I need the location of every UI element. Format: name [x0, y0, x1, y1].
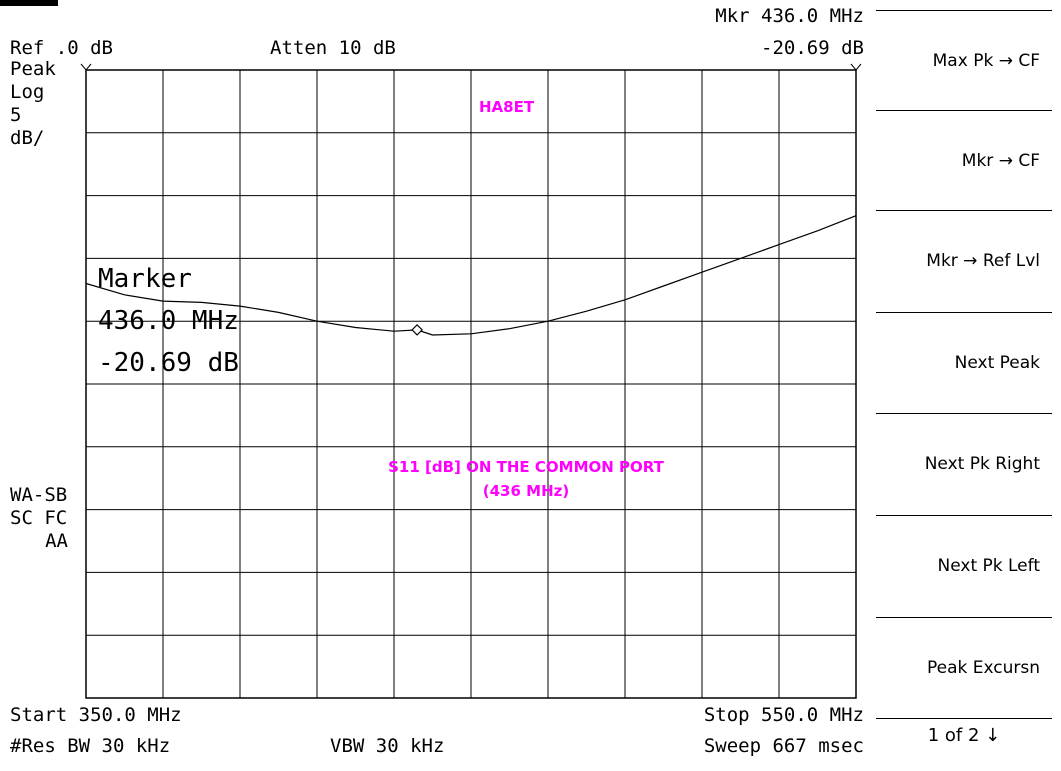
marker-readout-level: -20.69 dB	[98, 348, 239, 378]
caption-line-1: S11 [dB] ON THE COMMON PORT	[388, 458, 664, 476]
scale-type: Log	[10, 81, 45, 103]
trace-line-0	[85, 215, 857, 336]
attenuation: Atten 10 dB	[270, 37, 396, 59]
softkey-next-pk-right[interactable]: Next Pk Right	[876, 413, 1052, 513]
softkey-next-pk-left[interactable]: Next Pk Left	[876, 515, 1052, 615]
sweep-time: Sweep 667 msec	[703, 735, 864, 757]
caption-line-2: (436 MHz)	[482, 482, 570, 500]
resolution-bandwidth: #Res BW 30 kHz	[10, 735, 171, 757]
softkey-peak-excursn[interactable]: Peak Excursn	[876, 617, 1052, 717]
video-bandwidth: VBW 30 kHz	[330, 735, 445, 757]
softkey-mkr-to-cf[interactable]: Mkr → CF	[876, 110, 1052, 210]
softkey-page-indicator[interactable]: 1 of 2 ↓	[876, 718, 1052, 746]
status-wa-sb: WA-SB	[10, 484, 68, 506]
stop-frequency: Stop 550.0 MHz	[703, 704, 864, 726]
reference-level: Ref .0 dB	[10, 37, 113, 59]
marker-readout-frequency: 436.0 MHz	[98, 306, 239, 336]
frame-right-tick	[850, 63, 862, 71]
frame-left-tick	[80, 63, 92, 71]
marker-level-readout: -20.69 dB	[761, 37, 864, 59]
scale-unit: dB/	[10, 127, 45, 149]
start-frequency: Start 350.0 MHz	[10, 704, 182, 726]
marker-frequency-readout: Mkr 436.0 MHz	[715, 5, 864, 27]
marker-diamond	[411, 324, 423, 336]
callsign-annotation: HA8ET	[479, 98, 535, 116]
logo-bar	[0, 0, 58, 6]
softkey-mkr-to-ref-lvl[interactable]: Mkr → Ref Lvl	[876, 210, 1052, 310]
status-sc-fc: SC FC	[10, 507, 68, 529]
status-aa: AA	[45, 530, 68, 552]
detector-mode: Peak	[10, 58, 56, 80]
softkey-max-pk-to-cf[interactable]: Max Pk → CF	[876, 10, 1052, 110]
marker-readout-title: Marker	[98, 264, 192, 294]
softkey-next-peak[interactable]: Next Peak	[876, 312, 1052, 412]
scale-value: 5	[10, 104, 22, 126]
